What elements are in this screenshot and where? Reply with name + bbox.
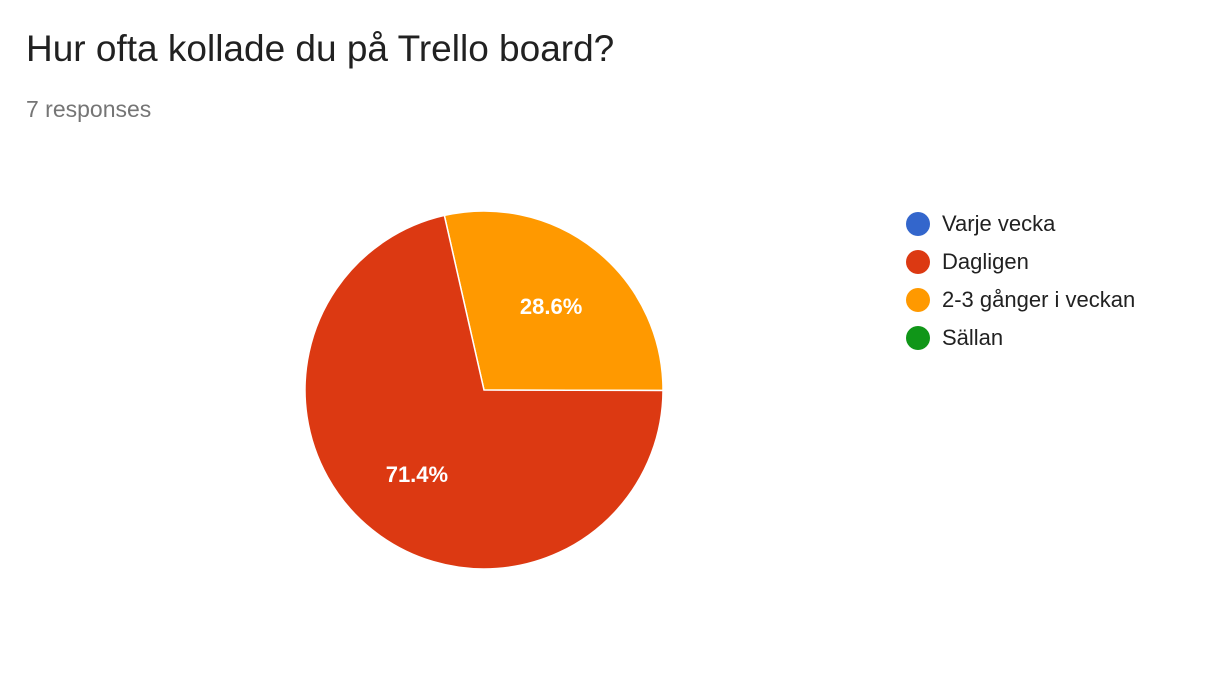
response-count: 7 responses — [26, 96, 152, 122]
legend-label: 2-3 gånger i veckan — [942, 287, 1136, 312]
legend-item-2-3-ganger[interactable]: 2-3 gånger i veckan — [906, 281, 1135, 319]
pie-slice-label: 28.6% — [520, 294, 582, 319]
page-title: Hur ofta kollade du på Trello board? — [26, 28, 615, 69]
legend-label: Sällan — [942, 325, 1004, 350]
chart-legend: Varje vecka Dagligen 2-3 gånger i veckan… — [906, 205, 1135, 357]
legend-item-sallan[interactable]: Sällan — [906, 319, 1135, 357]
legend-label: Dagligen — [942, 249, 1029, 274]
legend-label: Varje vecka — [942, 211, 1056, 236]
legend-swatch — [906, 212, 930, 236]
legend-item-dagligen[interactable]: Dagligen — [906, 243, 1135, 281]
legend-item-varje-vecka[interactable]: Varje vecka — [906, 205, 1135, 243]
pie-slice-2-3-g-nger-i-veckan[interactable] — [443, 210, 664, 392]
pie-slice-dagligen[interactable] — [304, 214, 664, 570]
pie-slice-label: 71.4% — [386, 462, 448, 487]
legend-swatch — [906, 288, 930, 312]
legend-swatch — [906, 250, 930, 274]
legend-swatch — [906, 326, 930, 350]
